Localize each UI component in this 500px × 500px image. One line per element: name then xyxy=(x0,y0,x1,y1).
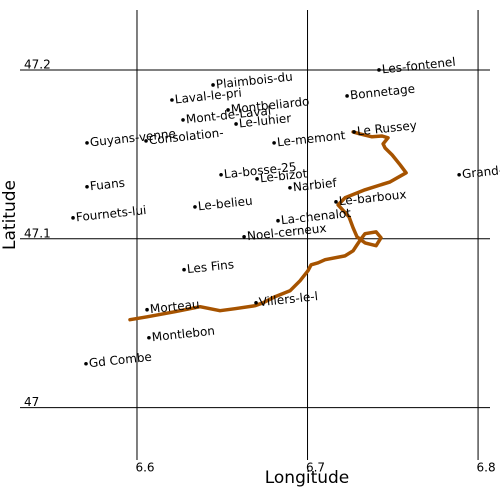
place-label: Gd Combe xyxy=(88,350,152,371)
x-axis-title: Longitude xyxy=(265,468,350,488)
place-label: Villers-le-l xyxy=(258,289,318,309)
place-label: Narbief xyxy=(292,176,338,195)
place-label: Morteau xyxy=(149,297,200,316)
place-point xyxy=(226,108,230,112)
place-label: Grand- xyxy=(461,163,500,181)
place-point xyxy=(272,141,276,145)
x-tick-label: 6.7 xyxy=(306,461,325,475)
place-point xyxy=(84,361,88,366)
place-point xyxy=(211,83,215,87)
place-point xyxy=(145,307,149,312)
place-point xyxy=(377,68,381,72)
place-point xyxy=(85,141,89,145)
y-tick-label: 47 xyxy=(24,395,39,409)
place-label: Le-bizot xyxy=(259,166,308,185)
place-label: Le Russey xyxy=(356,118,417,138)
y-tick-label: 47.1 xyxy=(24,226,51,240)
place-point xyxy=(182,267,186,272)
place-label: Bonnetage xyxy=(349,82,415,103)
x-tick-label: 6.6 xyxy=(135,461,154,475)
place-label: Montlebon xyxy=(151,324,215,345)
place-label: Fuans xyxy=(89,176,125,194)
place-point xyxy=(147,335,151,340)
place-label: Laval-le-pri xyxy=(174,86,242,107)
place-point xyxy=(457,173,461,177)
place-point xyxy=(181,118,185,122)
place-label: Le-belieu xyxy=(197,194,253,214)
track-line xyxy=(128,130,408,322)
place-point xyxy=(254,300,258,305)
place-point xyxy=(255,177,259,181)
place-label: Le-memont xyxy=(276,128,346,149)
place-point xyxy=(85,184,89,189)
place-point xyxy=(334,200,338,204)
place-point xyxy=(193,205,197,209)
place-label: Le-luhier xyxy=(238,111,292,130)
place-point xyxy=(242,234,246,239)
place-point xyxy=(144,139,148,143)
y-axis-title: Latitude xyxy=(0,180,20,250)
place-point xyxy=(288,186,292,190)
place-point xyxy=(170,98,174,102)
place-point xyxy=(352,130,356,134)
place-label: Les-fontenel xyxy=(381,55,456,77)
place-point xyxy=(234,122,238,126)
place-label: Noel-cerneux xyxy=(246,221,327,243)
place-point xyxy=(219,173,223,177)
place-point xyxy=(276,218,280,223)
place-point xyxy=(71,216,75,220)
place-label: Les Fins xyxy=(186,257,234,276)
place-point xyxy=(345,94,349,98)
y-tick-label: 47.2 xyxy=(24,57,51,71)
place-label: Fournets-lui xyxy=(75,203,147,224)
x-tick-label: 6.8 xyxy=(477,461,496,475)
